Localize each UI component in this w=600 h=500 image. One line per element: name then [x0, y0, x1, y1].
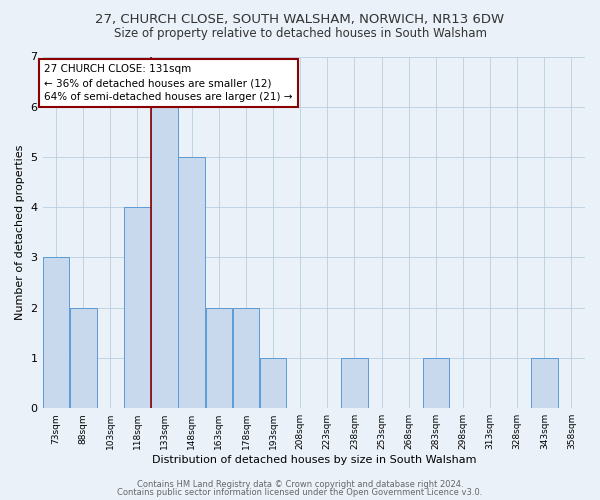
Bar [70, 308, 97, 408]
Y-axis label: Number of detached properties: Number of detached properties [15, 144, 25, 320]
Text: Contains public sector information licensed under the Open Government Licence v3: Contains public sector information licen… [118, 488, 482, 497]
Bar [260, 358, 286, 408]
Bar [341, 358, 368, 408]
Text: 27, CHURCH CLOSE, SOUTH WALSHAM, NORWICH, NR13 6DW: 27, CHURCH CLOSE, SOUTH WALSHAM, NORWICH… [95, 12, 505, 26]
Bar [151, 106, 178, 408]
X-axis label: Distribution of detached houses by size in South Walsham: Distribution of detached houses by size … [152, 455, 476, 465]
Bar [531, 358, 557, 408]
Bar [233, 308, 259, 408]
Bar [43, 258, 70, 408]
Bar [206, 308, 232, 408]
Bar [178, 157, 205, 408]
Text: Size of property relative to detached houses in South Walsham: Size of property relative to detached ho… [113, 28, 487, 40]
Bar [124, 207, 151, 408]
Text: Contains HM Land Registry data © Crown copyright and database right 2024.: Contains HM Land Registry data © Crown c… [137, 480, 463, 489]
Bar [422, 358, 449, 408]
Text: 27 CHURCH CLOSE: 131sqm
← 36% of detached houses are smaller (12)
64% of semi-de: 27 CHURCH CLOSE: 131sqm ← 36% of detache… [44, 64, 293, 102]
